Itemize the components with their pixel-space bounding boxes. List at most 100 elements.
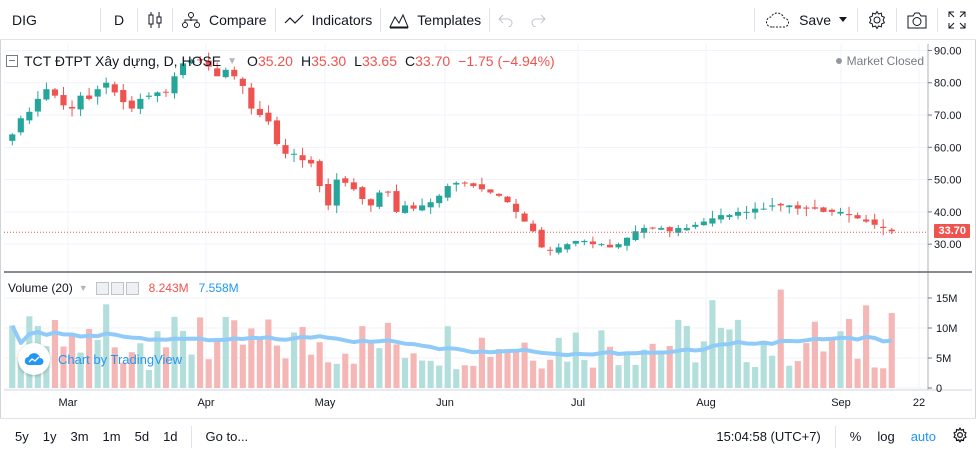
volume-bar [137, 343, 144, 388]
percent-toggle[interactable]: % [849, 429, 862, 444]
candle-body [589, 241, 596, 245]
range-1y[interactable]: 1y [42, 429, 57, 444]
snapshot-button[interactable] [897, 0, 937, 39]
volume-bar [547, 359, 554, 388]
candle-body [581, 240, 588, 243]
divider [489, 7, 491, 32]
volume-tick-label: 10M [936, 323, 957, 335]
candle-body [794, 205, 801, 209]
volume-bar [769, 355, 776, 388]
close-label: C [405, 53, 416, 69]
candle-body [436, 195, 443, 204]
candle-body [632, 231, 639, 240]
candle-body [214, 68, 221, 77]
candle-body [376, 192, 383, 207]
close-icon[interactable] [125, 281, 139, 295]
volume-bar [717, 327, 725, 388]
volume-bar [68, 335, 76, 388]
eye-icon[interactable] [95, 281, 109, 295]
volume-bar [436, 365, 443, 388]
candle-body [51, 89, 59, 96]
candle-body [316, 161, 323, 187]
candle-body [43, 89, 50, 100]
volume-bar [495, 349, 503, 388]
log-toggle[interactable]: log [877, 429, 895, 444]
candle-body [26, 111, 33, 121]
volume-bar [248, 328, 255, 388]
candle-body [837, 211, 844, 214]
candle-body [803, 207, 810, 209]
candle-body [777, 203, 784, 206]
candle-body [504, 196, 511, 203]
settings-button[interactable] [858, 0, 896, 39]
volume-bar [641, 349, 648, 388]
status-dot [835, 58, 842, 64]
camera-icon [906, 11, 928, 29]
save-button[interactable]: Save [755, 0, 857, 39]
chevron-down-icon[interactable]: ▼ [78, 283, 88, 293]
save-label: Save [799, 11, 831, 28]
volume-bar [401, 357, 409, 388]
range-1d[interactable]: 1d [163, 429, 178, 444]
candle-body [256, 108, 263, 116]
gear-icon[interactable] [110, 281, 124, 295]
candle-body [86, 95, 93, 99]
range-1m[interactable]: 1m [102, 429, 121, 444]
auto-toggle[interactable]: auto [910, 429, 936, 444]
interval-button[interactable]: D [113, 11, 125, 28]
symbol-search[interactable]: DIG [12, 11, 37, 28]
volume-bar [828, 339, 836, 388]
close-value: 33.70 [415, 53, 451, 69]
price-chart[interactable]: 90.00 80.00 70.00 60.00 50.00 40.00 30.00 15M 10… [0, 0, 976, 418]
time-tick-label: Sep [831, 397, 851, 409]
volume-bar [692, 362, 699, 388]
candle-body [649, 227, 656, 229]
compare-button[interactable]: Compare [173, 0, 275, 39]
candle-body [350, 182, 357, 190]
range-5y[interactable]: 5y [15, 429, 29, 444]
candle-body [9, 134, 16, 141]
tradingview-branding[interactable]: Chart by TradingView [18, 343, 182, 375]
volume-tick-label: 0 [936, 383, 942, 395]
redo-button[interactable] [522, 0, 554, 39]
divider [834, 425, 836, 448]
price-tick-label: 60.00 [934, 142, 962, 154]
volume-bar [811, 321, 818, 388]
chevron-down-icon[interactable]: ▼ [227, 55, 238, 67]
volume-legend[interactable]: Volume (20) ▼ 8.243M 7.558M [8, 281, 239, 295]
candle-body [444, 186, 451, 198]
candle-body [419, 205, 426, 211]
volume-bar [538, 368, 545, 388]
candle-body [60, 95, 67, 106]
bottom-toolbar: 5y 1y 3m 1m 5d 1d Go to... 15:04:58 (UTC… [0, 418, 976, 454]
settings-button[interactable] [944, 427, 976, 446]
series-legend[interactable]: TCT ĐTPT Xây dựng, D, HOSE ▼ O 35.20 H 35.… [6, 53, 563, 69]
volume-bar [487, 356, 494, 388]
candle-body [734, 211, 742, 216]
volume-bar [752, 366, 759, 388]
candle-body [700, 221, 707, 226]
cloud-icon [765, 11, 791, 29]
low-label: L [354, 53, 362, 69]
undo-button[interactable] [490, 0, 522, 39]
divider [100, 7, 101, 32]
candle-body [538, 229, 545, 248]
range-5d[interactable]: 5d [134, 429, 150, 444]
candle-body [68, 106, 76, 109]
goto-button[interactable]: Go to... [205, 429, 249, 444]
collapse-icon[interactable] [6, 55, 18, 67]
volume-bar [649, 343, 656, 388]
candle-body [393, 191, 400, 212]
branding-label: Chart by TradingView [58, 351, 183, 367]
fullscreen-button[interactable] [938, 0, 976, 39]
chevron-down-icon [839, 16, 847, 23]
indicators-button[interactable]: Indicators [276, 0, 381, 39]
volume-bar [162, 347, 170, 388]
candle-body [17, 118, 24, 133]
templates-button[interactable]: Templates [381, 0, 489, 39]
range-3m[interactable]: 3m [70, 429, 89, 444]
volume-bar [128, 352, 135, 388]
chart-style-button[interactable] [138, 0, 172, 39]
price-tick-label: 40.00 [934, 207, 962, 219]
market-status-label: Market Closed [846, 54, 924, 68]
